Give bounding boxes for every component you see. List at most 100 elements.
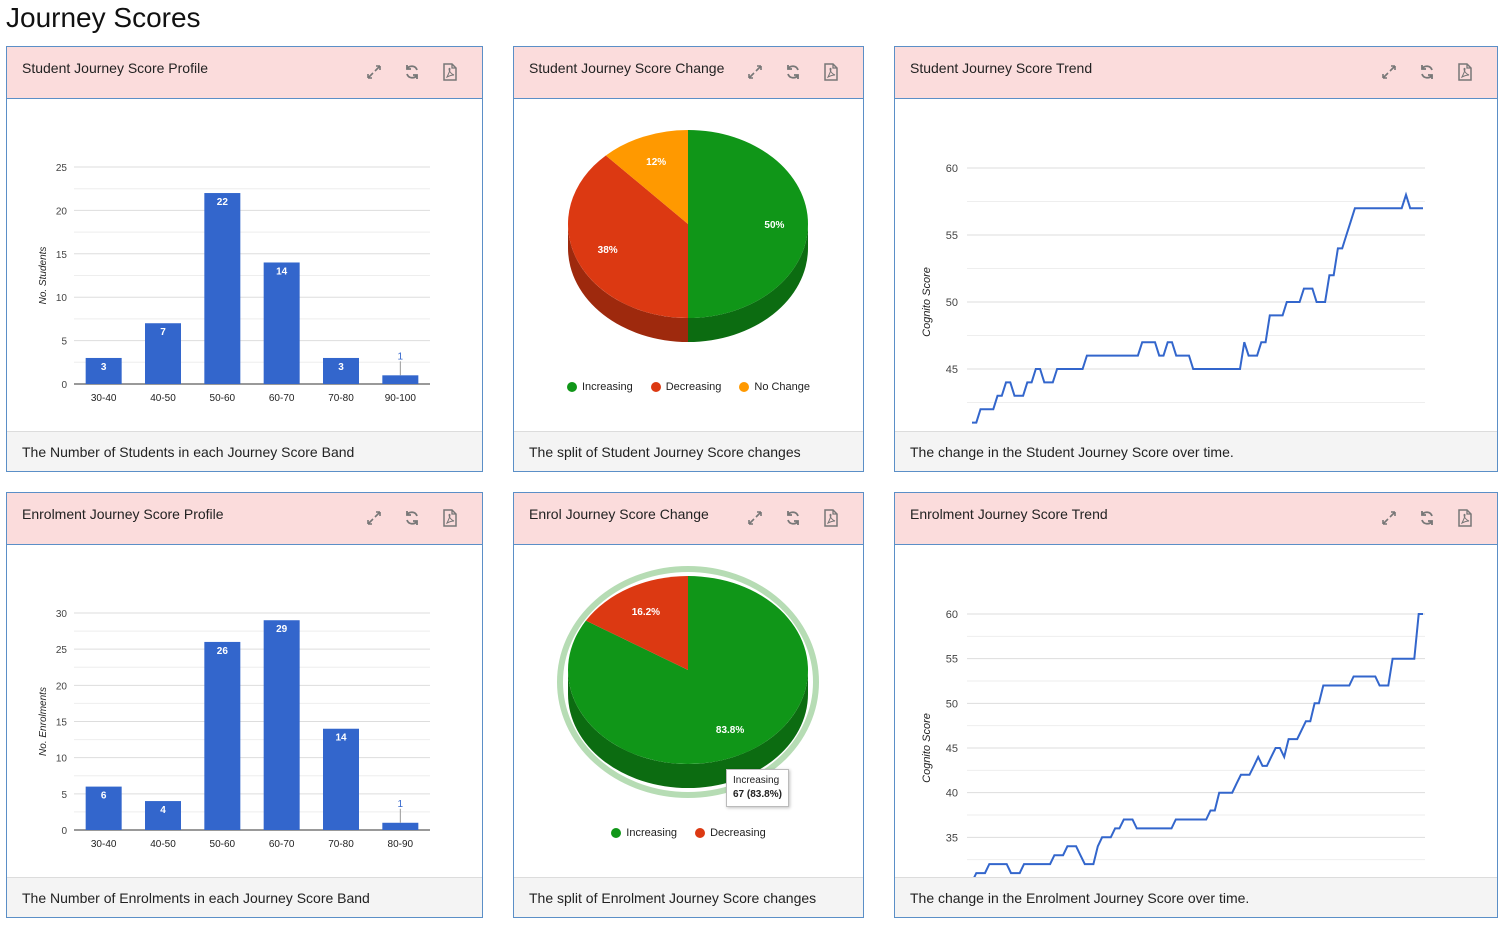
y-tick-label: 35 xyxy=(946,832,958,844)
bar[interactable] xyxy=(85,357,122,384)
legend-item[interactable]: Decreasing xyxy=(650,381,722,393)
enrolment-score-profile-panel: Enrolment Journey Score Profile 0 5 10 15 20 2… xyxy=(6,492,483,918)
y-tick-label: 40 xyxy=(946,788,958,800)
chart-area: 50% 38% 12% Increasing Decreasing No Change xyxy=(514,99,863,431)
y-tick-label: 50 xyxy=(946,297,958,309)
x-tick-label: 50-60 xyxy=(210,393,236,404)
data-label: 14 xyxy=(276,266,288,277)
y-axis-label: No. Students xyxy=(38,247,49,305)
bar[interactable] xyxy=(204,193,241,384)
panel-title: Enrolment Journey Score Profile xyxy=(22,506,224,522)
chart-tooltip: Increasing 67 (83.8%) xyxy=(726,769,789,807)
y-tick-label: 25 xyxy=(56,163,68,174)
expand-icon[interactable] xyxy=(364,508,384,528)
pie-slice[interactable] xyxy=(585,576,688,670)
panel-footer: The split of Student Journey Score chang… xyxy=(514,431,863,471)
legend-swatch xyxy=(611,828,622,838)
bar[interactable] xyxy=(382,375,419,384)
expand-icon[interactable] xyxy=(1379,62,1399,82)
pdf-export-icon[interactable] xyxy=(440,508,460,528)
data-label: 22 xyxy=(217,197,229,208)
chart-area: 303540455055600…1…2…2…0…1…1…2…0…0…1…2…2…… xyxy=(895,545,1497,877)
x-tick-label: 30-40 xyxy=(91,393,117,404)
x-tick-label: 30-40 xyxy=(91,839,117,850)
pdf-export-icon[interactable] xyxy=(1455,508,1475,528)
bar[interactable] xyxy=(85,786,122,830)
panel-header: Enrolment Journey Score Profile xyxy=(7,493,482,545)
pdf-export-icon[interactable] xyxy=(1455,62,1475,82)
slice-label: 38% xyxy=(598,245,618,256)
bar[interactable] xyxy=(263,620,300,830)
pie-slice[interactable] xyxy=(605,130,688,224)
expand-icon[interactable] xyxy=(1379,508,1399,528)
chart-legend: Increasing Decreasing No Change xyxy=(514,381,863,393)
slice-label: 50% xyxy=(764,220,784,231)
y-tick-label: 15 xyxy=(56,250,68,261)
tooltip-label: Increasing xyxy=(733,775,780,786)
legend-item[interactable]: No Change xyxy=(739,381,810,393)
bar[interactable] xyxy=(263,262,300,384)
expand-icon[interactable] xyxy=(745,62,765,82)
refresh-icon[interactable] xyxy=(1417,62,1437,82)
panel-toolbar xyxy=(1379,62,1475,82)
legend-swatch xyxy=(739,382,750,392)
pie-slice[interactable] xyxy=(568,155,688,318)
bar[interactable] xyxy=(323,357,359,384)
bar-chart: 0 5 10 15 20 25 3 30-40 7 40-50 22 50-60 14 60-70 3 70-… xyxy=(38,163,430,404)
bar[interactable] xyxy=(204,641,241,830)
x-tick-label: 80-90 xyxy=(388,839,414,850)
series-line[interactable] xyxy=(972,191,1423,424)
y-tick-label: 45 xyxy=(946,743,958,755)
refresh-icon[interactable] xyxy=(402,508,422,528)
pdf-export-icon[interactable] xyxy=(440,62,460,82)
data-label: 1 xyxy=(398,799,404,810)
x-tick-label: 50-60 xyxy=(210,839,236,850)
panel-toolbar xyxy=(364,62,460,82)
refresh-icon[interactable] xyxy=(783,508,803,528)
expand-icon[interactable] xyxy=(745,508,765,528)
y-tick-label: 55 xyxy=(946,230,958,242)
panel-toolbar xyxy=(1379,508,1475,528)
refresh-icon[interactable] xyxy=(1417,508,1437,528)
pdf-export-icon[interactable] xyxy=(821,62,841,82)
panel-header: Student Journey Score Profile xyxy=(7,47,482,99)
y-axis-label: Cognito Score xyxy=(921,267,933,337)
line-chart: 303540455055600…1…2…2…0…1…1…2…0…0…1…2…2…… xyxy=(921,609,1425,877)
bar[interactable] xyxy=(382,822,419,830)
legend-item[interactable]: Decreasing xyxy=(695,827,766,839)
refresh-icon[interactable] xyxy=(402,62,422,82)
legend-label: Increasing xyxy=(581,381,633,393)
bar[interactable] xyxy=(145,323,181,384)
pdf-export-icon[interactable] xyxy=(821,508,841,528)
pie-slice[interactable] xyxy=(688,130,808,318)
expand-icon[interactable] xyxy=(364,62,384,82)
legend-item[interactable]: Increasing xyxy=(566,381,633,393)
legend-label: Decreasing xyxy=(710,827,766,839)
panel-description: The change in the Student Journey Score … xyxy=(910,444,1234,460)
chart-legend: Increasing Decreasing xyxy=(514,827,863,839)
y-tick-label: 50 xyxy=(946,698,958,710)
bar[interactable] xyxy=(145,801,181,830)
panel-footer: The change in the Enrolment Journey Scor… xyxy=(895,877,1497,917)
data-label: 29 xyxy=(276,624,288,635)
series-line[interactable] xyxy=(972,613,1423,877)
data-label: 3 xyxy=(101,362,107,373)
panel-title: Enrolment Journey Score Trend xyxy=(910,506,1108,522)
panel-title: Student Journey Score Trend xyxy=(910,60,1093,76)
bar[interactable] xyxy=(323,728,359,830)
pie-slice-side xyxy=(568,670,808,788)
pie-slice-side xyxy=(688,224,808,342)
data-label: 3 xyxy=(338,362,344,373)
data-label: 14 xyxy=(335,733,347,744)
legend-item[interactable]: Increasing xyxy=(611,827,677,839)
page-title: Journey Scores xyxy=(6,2,201,33)
panel-footer: The Number of Enrolments in each Journey… xyxy=(7,877,482,917)
panel-footer: The Number of Students in each Journey S… xyxy=(7,431,482,471)
legend-label: Decreasing xyxy=(665,381,722,393)
panel-description: The Number of Students in each Journey S… xyxy=(22,444,355,460)
refresh-icon[interactable] xyxy=(783,62,803,82)
x-tick-label: 40-50 xyxy=(150,839,176,850)
x-tick-label: 70-80 xyxy=(328,839,354,850)
pie-chart: 50% 38% 12% xyxy=(568,130,808,342)
y-tick-label: 45 xyxy=(946,364,958,376)
